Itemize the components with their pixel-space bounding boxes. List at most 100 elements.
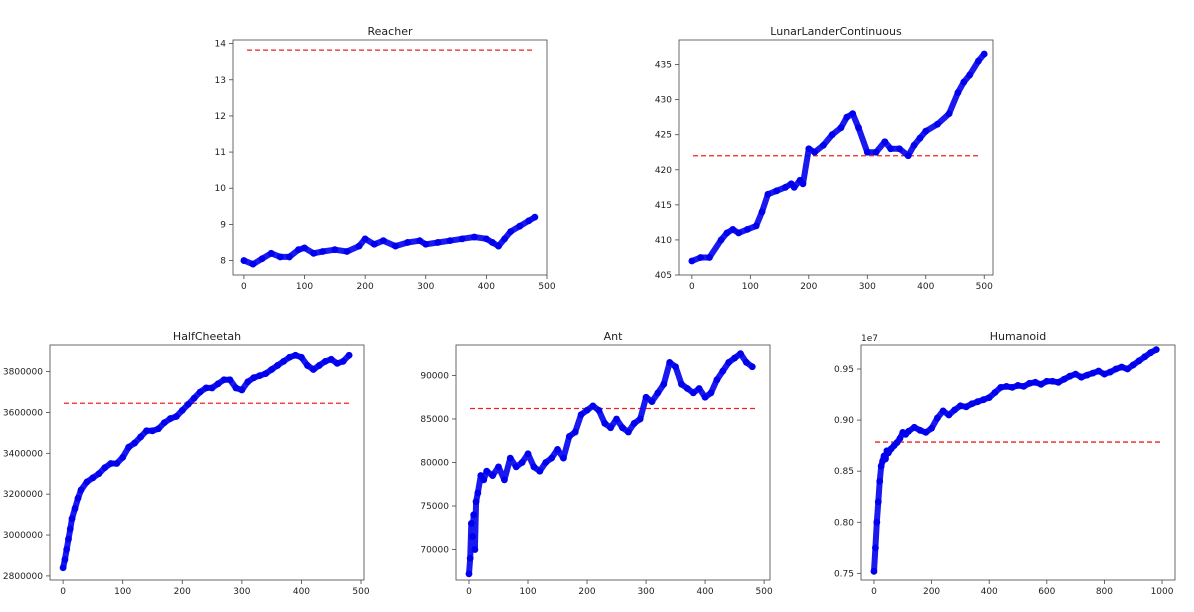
data-point (74, 494, 82, 502)
data-point (196, 388, 204, 396)
data-point (333, 359, 341, 367)
data-point (295, 246, 302, 254)
x-tick-label: 100 (114, 587, 131, 597)
x-tick-label: 100 (296, 282, 313, 292)
x-tick-label: 800 (1096, 587, 1113, 597)
data-point (1101, 370, 1108, 378)
data-point (466, 554, 474, 562)
data-point (773, 187, 781, 195)
y-tick-label: 70000 (420, 546, 449, 556)
data-point (1031, 378, 1039, 386)
data-point (624, 428, 632, 436)
data-point (1014, 381, 1022, 389)
data-point (1049, 377, 1056, 385)
data-point (370, 240, 378, 248)
data-point (1072, 370, 1080, 378)
data-point (345, 351, 353, 359)
data-point (881, 138, 889, 146)
x-tick-label: 1000 (1151, 587, 1174, 597)
data-point (583, 406, 591, 414)
data-point (577, 411, 585, 419)
x-tick-label: 200 (578, 587, 595, 597)
data-point (184, 400, 192, 408)
data-point (83, 478, 91, 486)
half-cheetah-panel: HalfCheetah 0 100 200 300 400 500 2800000 300000… (3, 330, 370, 597)
data-point (339, 357, 347, 365)
data-point (256, 372, 264, 380)
data-point (61, 556, 69, 563)
data-point (571, 428, 579, 436)
data-point (303, 362, 311, 369)
data-point (1135, 357, 1143, 365)
data-point (939, 407, 947, 415)
data-point (748, 363, 756, 371)
data-point (960, 78, 968, 86)
data-point (974, 57, 982, 65)
data-point (697, 254, 705, 261)
data-point (495, 463, 502, 471)
data-point (922, 127, 930, 135)
y-tick-label: 0.95 (834, 365, 854, 375)
series-line (871, 346, 1160, 575)
y-tick-label: 3000000 (3, 531, 43, 541)
data-point (301, 244, 308, 252)
data-point (934, 120, 941, 128)
data-point (467, 520, 475, 527)
data-point (507, 228, 515, 236)
y-tick-label: 90000 (420, 371, 449, 381)
data-point (752, 222, 760, 230)
data-point (286, 353, 293, 361)
data-point (1095, 367, 1103, 375)
data-point (654, 389, 662, 397)
y-tick-label: 435 (655, 61, 672, 71)
data-point (707, 389, 715, 397)
data-point (470, 511, 478, 519)
data-point (916, 426, 924, 434)
data-point (542, 459, 550, 466)
data-point (95, 470, 103, 478)
data-point (240, 257, 248, 264)
y-tick-label: 0.85 (834, 467, 854, 477)
data-point (962, 403, 970, 411)
data-point (1089, 369, 1097, 377)
data-point (516, 222, 524, 230)
data-point (1026, 379, 1033, 387)
data-point (805, 145, 813, 153)
data-point (843, 113, 851, 121)
data-point (849, 110, 857, 118)
plot-frame (49, 344, 365, 581)
data-point (689, 389, 697, 397)
x-tick-label: 500 (756, 587, 773, 597)
data-point (59, 564, 67, 572)
data-point (155, 425, 162, 433)
data-point (343, 248, 351, 255)
ant-panel: Ant 0 100 200 300 400 500 70000 75000 80000 85000 9… (420, 330, 773, 597)
data-point (470, 233, 478, 241)
data-point (1066, 372, 1074, 380)
data-point (742, 359, 750, 366)
y-tick-label: 10 (215, 184, 227, 194)
y-tick-label: 8 (220, 257, 226, 267)
data-point (530, 463, 538, 471)
chart-title: HalfCheetah (173, 330, 241, 343)
data-point (905, 427, 912, 435)
data-point (863, 148, 871, 156)
y-tick-label: 11 (215, 148, 226, 158)
data-point (489, 472, 496, 479)
data-point (876, 478, 884, 485)
data-point (945, 411, 953, 419)
x-tick-label: 400 (917, 282, 934, 292)
data-point (968, 400, 976, 408)
data-point (1152, 346, 1160, 353)
data-point (855, 124, 862, 132)
data-point (166, 415, 174, 422)
data-point (701, 393, 709, 401)
data-point (985, 394, 993, 402)
data-point (319, 248, 327, 255)
humanoid-panel: Humanoid 1e7 0 200 400 600 800 1000 0.75 0.80 0.85… (834, 330, 1176, 597)
data-point (735, 229, 743, 237)
y-tick-label: 14 (215, 40, 227, 50)
data-point (966, 71, 974, 79)
x-tick-label: 600 (1038, 587, 1055, 597)
data-point (648, 398, 656, 405)
